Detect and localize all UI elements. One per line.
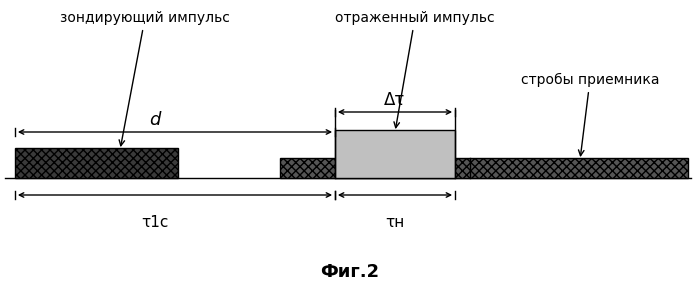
Bar [280,158,688,178]
Text: τн: τн [385,215,405,230]
Text: Δτ: Δτ [384,91,405,109]
Text: отраженный импульс: отраженный импульс [336,11,495,128]
Bar [335,130,455,178]
Text: стробы приемника: стробы приемника [521,73,659,156]
Bar [15,148,178,178]
Text: d: d [150,111,161,129]
Text: τ1c: τ1c [141,215,168,230]
Text: Фиг.2: Фиг.2 [320,263,379,281]
Text: зондирующий импульс: зондирующий импульс [60,11,230,146]
